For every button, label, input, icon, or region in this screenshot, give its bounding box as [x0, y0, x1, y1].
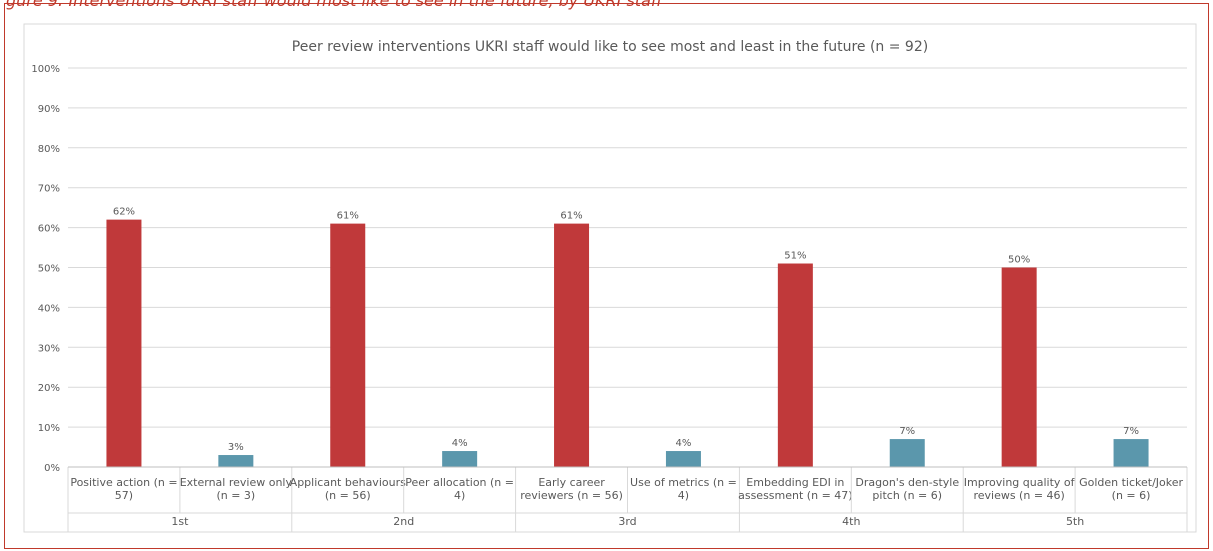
y-tick-label: 80%	[38, 144, 60, 155]
y-tick-label: 50%	[38, 264, 60, 275]
data-label: 7%	[1123, 426, 1139, 437]
x-tick-label: Dragon's den-style pitch (n = 6)	[855, 476, 959, 502]
bar-see-least	[889, 439, 925, 467]
y-tick-label: 90%	[38, 104, 60, 115]
group-label: 4th	[842, 515, 860, 528]
bar-see-most	[554, 223, 590, 467]
plot-border	[23, 23, 1197, 533]
group-label: 2nd	[393, 515, 414, 528]
bar-see-most	[1001, 267, 1037, 467]
bar-see-most	[330, 223, 366, 467]
chart-frame	[4, 3, 1209, 549]
y-tick-label: 10%	[38, 423, 60, 434]
group-label: 1st	[171, 515, 189, 528]
data-label: 62%	[113, 207, 135, 218]
x-tick-label: External review only (n = 3)	[180, 476, 293, 502]
bar-see-most	[777, 263, 813, 467]
y-tick-label: 60%	[38, 224, 60, 235]
x-tick-label: Applicant behaviours (n = 56)	[290, 476, 406, 502]
data-label: 51%	[784, 251, 806, 262]
y-tick-label: 40%	[38, 303, 60, 314]
y-tick-label: 20%	[38, 383, 60, 394]
bar-see-least	[1113, 439, 1149, 467]
chart-title: Peer review interventions UKRI staff wou…	[292, 39, 928, 55]
y-tick-label: 100%	[31, 64, 60, 75]
group-label: 3rd	[618, 515, 636, 528]
data-label: 61%	[560, 211, 582, 222]
bar-see-most	[106, 219, 142, 467]
data-label: 50%	[1008, 255, 1030, 266]
data-label: 3%	[228, 442, 244, 453]
figure-caption: gure 9: Interventions UKRI staff would m…	[6, 0, 663, 10]
x-tick-label: Improving quality of reviews (n = 46)	[964, 476, 1076, 502]
x-tick-label: Use of metrics (n = 4)	[630, 476, 737, 502]
bar-see-least	[442, 451, 478, 467]
y-tick-label: 0%	[44, 463, 60, 474]
x-tick-label: Embedding EDI in assessment (n = 47)	[738, 476, 852, 502]
y-tick-label: 30%	[38, 343, 60, 354]
x-tick-label: Early career reviewers (n = 56)	[520, 476, 623, 502]
data-label: 7%	[899, 426, 915, 437]
x-tick-label: Golden ticket/Joker (n = 6)	[1079, 476, 1183, 502]
bar-see-least	[218, 455, 254, 467]
bar-see-least	[665, 451, 701, 467]
data-label: 4%	[676, 438, 692, 449]
data-label: 61%	[337, 211, 359, 222]
y-tick-label: 70%	[38, 184, 60, 195]
data-label: 4%	[452, 438, 468, 449]
group-label: 5th	[1066, 515, 1084, 528]
x-tick-label: Positive action (n = 57)	[70, 476, 177, 502]
x-tick-label: Peer allocation (n = 4)	[405, 476, 514, 502]
